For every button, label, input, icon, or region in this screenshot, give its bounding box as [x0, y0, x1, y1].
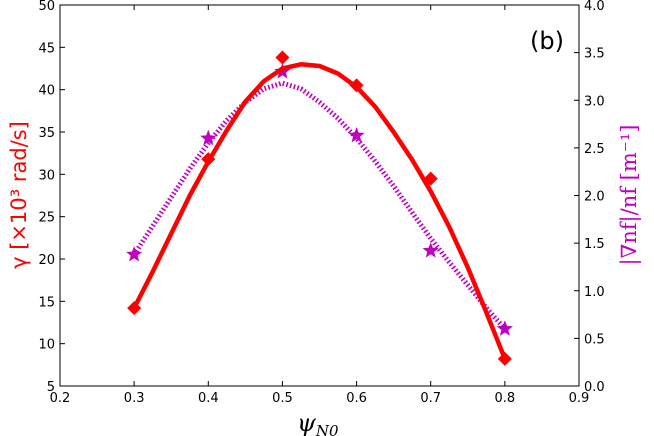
y-left-tick-label: 50: [38, 0, 55, 14]
y-right-tick-label: 0.0: [584, 380, 605, 395]
x-tick-label: 0.8: [495, 391, 516, 406]
y-left-tick-label: 45: [38, 41, 55, 56]
y-left-tick-label: 30: [38, 168, 55, 183]
x-tick-label: 0.3: [124, 391, 145, 406]
axes-layer: 0.2 0.3 0.4 0.5 0.6 0.7 0.8 0.9 5 10 15 20 25 30 35 40 4…: [38, 0, 604, 406]
gamma-point: [127, 301, 142, 316]
gamma-point: [201, 152, 216, 167]
y-right-tick-label: 3.0: [584, 94, 605, 109]
y-left-tick-label: 25: [38, 211, 55, 226]
y-right-tick-label: 4.0: [584, 0, 605, 14]
gamma-point: [349, 78, 364, 93]
x-tick-label: 0.9: [569, 391, 590, 406]
y-left-tick-label: 35: [38, 126, 55, 141]
gradient-point: [348, 127, 365, 143]
x-axis-label-main: ψ: [297, 409, 317, 436]
y-axis-label-right: |∇nf|/nf [m⁻¹]: [617, 125, 642, 266]
y-left-tick-label: 20: [38, 253, 55, 268]
x-tick-label: 0.6: [346, 391, 367, 406]
series-layer: [126, 50, 513, 366]
x-axis-label: ψN0: [297, 409, 339, 436]
x-tick-label: 0.5: [272, 391, 293, 406]
y-left-tick-label: 5: [47, 380, 55, 395]
gamma-point: [497, 351, 512, 366]
y-left-tick-label: 40: [38, 84, 55, 99]
y-right-tick-label: 1.5: [584, 237, 605, 252]
y-right-tick-label: 2.0: [584, 190, 605, 205]
gradient-point: [200, 129, 217, 146]
y-right-tick-label: 3.5: [584, 47, 605, 62]
y-left-tick-label: 10: [38, 338, 55, 353]
y-axis-label-left: γ [×10³ rad/s]: [7, 121, 31, 269]
x-axis-label-subscript: N0: [315, 422, 339, 436]
y-right-tick-label: 1.0: [584, 285, 605, 300]
gamma-point: [275, 50, 290, 65]
gradient-point: [126, 246, 143, 262]
gradient-fit-line: [132, 80, 507, 331]
x-tick-label: 0.7: [420, 391, 441, 406]
gamma-fit-line: [131, 62, 508, 362]
x-tick-label: 0.4: [198, 391, 219, 406]
y-left-tick-label: 15: [38, 295, 55, 310]
gradient-point: [422, 242, 439, 258]
y-right-tick-label: 2.5: [584, 142, 605, 157]
gradient-point: [496, 320, 513, 336]
panel-label: (b): [530, 27, 564, 55]
y-right-tick-label: 0.5: [584, 332, 605, 347]
x-tick-label: 0.2: [50, 391, 71, 406]
gamma-point: [423, 171, 438, 186]
